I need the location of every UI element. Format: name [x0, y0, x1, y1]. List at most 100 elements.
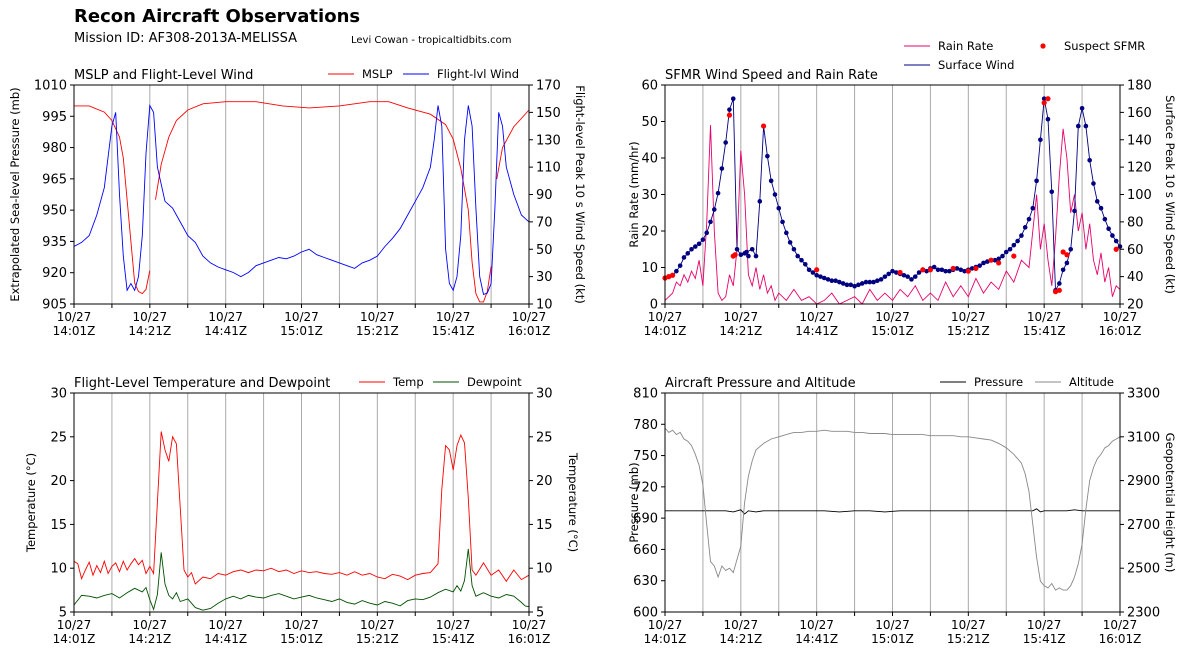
- surface-wind-point: [875, 278, 880, 284]
- surface-wind-point: [852, 283, 857, 289]
- surface-wind-point: [947, 268, 952, 274]
- surface-wind-point: [738, 252, 744, 258]
- x-tick-label-date: 10/27: [133, 618, 168, 632]
- x-tick-label-time: 15:01Z: [280, 324, 323, 338]
- x-tick-label-date: 10/27: [57, 310, 92, 324]
- series-group: [73, 431, 530, 611]
- left-tick-label: 15: [50, 518, 67, 533]
- x-tick-label-time: 14:21Z: [719, 632, 762, 646]
- suspect-sfmr-point: [1064, 252, 1070, 258]
- left-tick-label: 630: [633, 574, 658, 589]
- right-tick-label: 180: [1127, 79, 1152, 94]
- x-tick-label-date: 10/27: [875, 310, 910, 324]
- x-tick-label-time: 14:21Z: [128, 324, 171, 338]
- surface-wind-point: [734, 246, 740, 252]
- right-tick-label: 160: [1127, 106, 1152, 121]
- x-tick-label-time: 15:01Z: [280, 632, 323, 646]
- legend-label: Flight-lvl Wind: [437, 67, 519, 81]
- x-tick-label-time: 14:01Z: [644, 324, 687, 338]
- x-tick-label-date: 10/27: [284, 310, 319, 324]
- suspect-sfmr-point: [1056, 287, 1062, 293]
- x-tick-label-date: 10/27: [724, 618, 759, 632]
- surface-wind-point: [799, 257, 804, 263]
- surface-wind-point: [844, 282, 850, 288]
- surface-wind-point: [700, 237, 706, 242]
- suspect-sfmr-point: [669, 272, 676, 278]
- surface-wind-point: [708, 219, 713, 225]
- series-group: [73, 101, 530, 303]
- right-tick-label: 70: [536, 215, 553, 230]
- left-tick-label: 600: [633, 606, 658, 621]
- legend-label: Rain Rate: [938, 39, 993, 53]
- x-tick-label-time: 15:21Z: [947, 632, 990, 646]
- surface-wind-point: [984, 259, 990, 264]
- surface-wind-point: [1007, 246, 1013, 252]
- surface-wind-point: [677, 263, 683, 268]
- series-line-pressure: [665, 508, 1120, 515]
- left-axis-label: Temperature (°C): [24, 453, 38, 553]
- right-tick-label: 80: [1127, 215, 1144, 230]
- x-tick-label-time: 15:41Z: [432, 324, 475, 338]
- surface-wind-point: [931, 264, 937, 270]
- x-tick-label-date: 10/27: [799, 310, 834, 324]
- surface-wind-point: [704, 230, 710, 236]
- panel-sfmr-wind-speed-and-rain-rate: 0 10 20 30 40 50 60 20 40 60 80 100 120 140 160 180 10/2…: [627, 68, 1177, 338]
- series-group: [664, 427, 1121, 591]
- surface-wind-point: [969, 266, 975, 271]
- surface-wind-point: [912, 274, 918, 279]
- surface-wind-point: [996, 256, 1001, 262]
- surface-wind-point: [1106, 226, 1111, 232]
- x-tick-label-time: 14:01Z: [53, 324, 96, 338]
- surface-wind-point: [1102, 216, 1108, 222]
- left-tick-label: 905: [42, 298, 67, 313]
- left-axis-label: Pressure (mb): [627, 462, 641, 542]
- surface-wind-point: [791, 246, 797, 252]
- x-tick-label-date: 10/27: [724, 310, 759, 324]
- surface-wind-point: [833, 278, 838, 284]
- left-tick-label: 20: [641, 225, 658, 240]
- legend-surface-wind: Surface Wind: [904, 58, 1014, 72]
- left-tick-label: 0: [650, 298, 658, 313]
- surface-wind-point: [746, 253, 751, 259]
- suspect-sfmr-point: [1113, 246, 1119, 252]
- surface-wind-point: [765, 153, 770, 159]
- x-tick-label-date: 10/27: [799, 618, 834, 632]
- left-tick-label: 780: [633, 418, 658, 433]
- left-tick-label: 810: [633, 387, 658, 402]
- surface-wind-point: [802, 262, 808, 267]
- x-tick-label-date: 10/27: [875, 618, 910, 632]
- right-tick-label: 140: [1127, 133, 1152, 148]
- series-line-dewpoint: [73, 548, 530, 611]
- x-tick-label-time: 14:41Z: [204, 324, 247, 338]
- right-tick-label: 150: [536, 106, 561, 121]
- surface-wind-point: [806, 267, 812, 273]
- x-tick-label-date: 10/27: [57, 618, 92, 632]
- surface-wind-point: [1038, 137, 1043, 143]
- right-tick-label: 3100: [1127, 430, 1160, 445]
- right-tick-label: 110: [536, 161, 561, 176]
- surface-wind-point: [1026, 216, 1032, 222]
- x-tick-label-time: 14:21Z: [719, 324, 762, 338]
- legend-label: Surface Wind: [938, 58, 1014, 72]
- right-tick-label: 30: [536, 270, 553, 285]
- left-tick-label: 690: [633, 512, 658, 527]
- surface-wind-point: [727, 107, 732, 112]
- surface-wind-point: [1030, 205, 1036, 211]
- legend-altitude: Altitude: [1035, 375, 1114, 389]
- right-axis-label: Geopotential Height (m): [1163, 433, 1177, 573]
- legend-label: Temp: [392, 375, 424, 389]
- panel-flight-level-temperature-and-dewpoint: 510152025305101520253010/2714:01Z10/2714…: [24, 376, 580, 646]
- surface-wind-point: [821, 275, 827, 281]
- right-tick-label: 100: [1127, 188, 1152, 203]
- left-tick-label: 1010: [34, 79, 67, 94]
- suspect-sfmr-point: [760, 123, 767, 129]
- surface-wind-point: [681, 255, 687, 260]
- suspect-sfmr-point: [814, 267, 820, 273]
- surface-wind-point: [837, 279, 842, 285]
- x-tick-label-time: 15:41Z: [432, 632, 475, 646]
- surface-wind-point: [1045, 116, 1051, 122]
- right-tick-label: 10: [536, 298, 553, 313]
- x-tick-label-time: 15:41Z: [1023, 632, 1066, 646]
- surface-wind-point: [1079, 105, 1085, 111]
